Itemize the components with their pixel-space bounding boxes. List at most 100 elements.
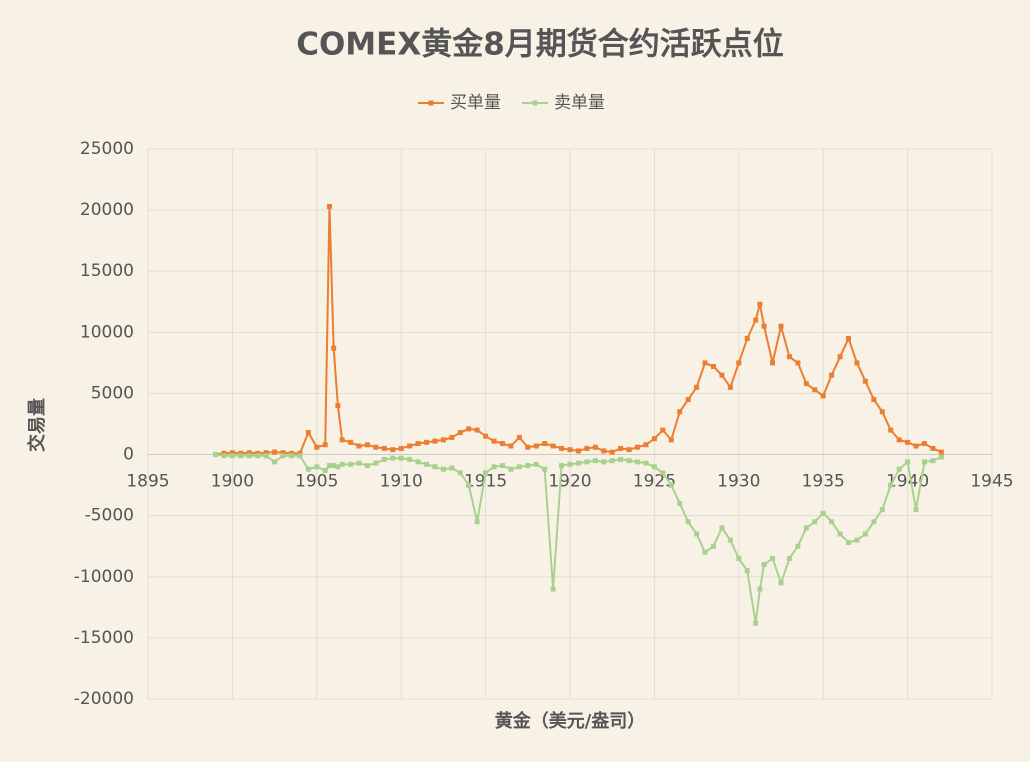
point-marker bbox=[221, 453, 227, 459]
point-marker bbox=[862, 531, 868, 537]
point-marker bbox=[888, 427, 894, 433]
point-marker bbox=[736, 360, 742, 366]
legend-label: 买单量 bbox=[450, 93, 501, 113]
point-marker bbox=[635, 444, 641, 450]
point-marker bbox=[348, 439, 354, 445]
point-marker bbox=[651, 436, 657, 442]
point-marker bbox=[930, 458, 936, 464]
point-marker bbox=[525, 463, 531, 469]
point-marker bbox=[702, 360, 708, 366]
point-marker bbox=[263, 453, 269, 459]
x-tick-label: 1900 bbox=[211, 472, 254, 492]
point-marker bbox=[407, 443, 413, 449]
point-marker bbox=[559, 445, 565, 451]
point-marker bbox=[516, 464, 522, 470]
point-marker bbox=[322, 442, 328, 448]
point-marker bbox=[457, 470, 463, 476]
point-marker bbox=[373, 444, 379, 450]
point-marker bbox=[559, 463, 565, 469]
point-marker bbox=[938, 449, 944, 455]
point-marker bbox=[879, 507, 885, 513]
point-marker bbox=[702, 549, 708, 555]
point-marker bbox=[938, 454, 944, 460]
point-marker bbox=[719, 525, 725, 531]
point-marker bbox=[643, 442, 649, 448]
point-marker bbox=[272, 459, 278, 465]
point-marker bbox=[584, 445, 590, 451]
point-marker bbox=[525, 444, 531, 450]
point-marker bbox=[508, 443, 514, 449]
point-marker bbox=[331, 345, 337, 351]
point-marker bbox=[921, 459, 927, 465]
point-marker bbox=[694, 384, 700, 390]
point-marker bbox=[668, 437, 674, 443]
point-marker bbox=[710, 543, 716, 549]
x-tick-label: 1895 bbox=[126, 472, 169, 492]
point-marker bbox=[263, 450, 269, 456]
point-marker bbox=[575, 460, 581, 466]
y-tick-label: -5000 bbox=[85, 506, 134, 526]
x-tick-label: 1945 bbox=[970, 472, 1013, 492]
point-marker bbox=[812, 387, 818, 393]
point-marker bbox=[592, 444, 598, 450]
point-marker bbox=[390, 447, 396, 453]
point-marker bbox=[727, 537, 733, 543]
point-marker bbox=[677, 409, 683, 415]
point-marker bbox=[643, 460, 649, 466]
point-marker bbox=[685, 519, 691, 525]
point-marker bbox=[449, 465, 455, 471]
point-marker bbox=[542, 441, 548, 447]
point-marker bbox=[339, 461, 345, 467]
point-marker bbox=[364, 442, 370, 448]
point-marker bbox=[246, 450, 252, 456]
point-marker bbox=[913, 507, 919, 513]
point-marker bbox=[280, 450, 286, 456]
point-marker bbox=[449, 434, 455, 440]
point-marker bbox=[474, 519, 480, 525]
point-marker bbox=[390, 455, 396, 461]
point-marker bbox=[871, 519, 877, 525]
chart-title: COMEX黄金8月期货合约活跃点位 bbox=[296, 27, 784, 63]
point-marker bbox=[694, 531, 700, 537]
point-marker bbox=[820, 393, 826, 399]
point-marker bbox=[879, 409, 885, 415]
point-marker bbox=[364, 463, 370, 469]
x-tick-label: 1915 bbox=[464, 472, 507, 492]
point-marker bbox=[424, 439, 430, 445]
point-marker bbox=[660, 470, 666, 476]
point-marker bbox=[331, 463, 337, 469]
point-marker bbox=[550, 443, 556, 449]
x-tick-label: 1910 bbox=[380, 472, 423, 492]
point-marker bbox=[255, 453, 261, 459]
point-marker bbox=[905, 439, 911, 445]
point-marker bbox=[326, 463, 332, 469]
x-tick-label: 1905 bbox=[295, 472, 338, 492]
point-marker bbox=[829, 372, 835, 378]
point-marker bbox=[432, 464, 438, 470]
point-marker bbox=[871, 397, 877, 403]
point-marker bbox=[635, 459, 641, 465]
point-marker bbox=[381, 456, 387, 462]
y-tick-label: -10000 bbox=[74, 567, 134, 587]
point-marker bbox=[288, 453, 294, 459]
point-marker bbox=[415, 441, 421, 447]
point-marker bbox=[710, 364, 716, 370]
point-marker bbox=[770, 360, 776, 366]
point-marker bbox=[626, 458, 632, 464]
point-marker bbox=[770, 555, 776, 561]
point-marker bbox=[837, 354, 843, 360]
y-tick-label: 25000 bbox=[80, 139, 134, 159]
point-marker bbox=[326, 203, 332, 209]
point-marker bbox=[314, 464, 320, 470]
point-marker bbox=[542, 466, 548, 472]
point-marker bbox=[803, 381, 809, 387]
point-marker bbox=[592, 458, 598, 464]
point-marker bbox=[744, 568, 750, 574]
point-marker bbox=[213, 452, 219, 458]
y-axis-label: 交易量 bbox=[26, 398, 48, 452]
point-marker bbox=[356, 460, 362, 466]
point-marker bbox=[272, 449, 278, 455]
point-marker bbox=[778, 580, 784, 586]
point-marker bbox=[305, 430, 311, 436]
point-marker bbox=[896, 466, 902, 472]
